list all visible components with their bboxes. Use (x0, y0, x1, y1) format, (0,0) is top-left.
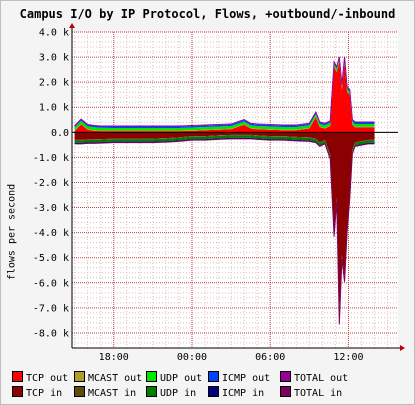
y-tick-label: 4.0 k (39, 28, 69, 39)
y-tick-label: -4.0 k (33, 228, 69, 239)
y-tick-label: -5.0 k (33, 253, 69, 264)
legend-item: MCAST out (74, 371, 142, 385)
legend-swatch (74, 386, 85, 397)
y-axis-arrow (69, 23, 75, 28)
y-tick-label: -3.0 k (33, 203, 69, 214)
legend-swatch (74, 371, 85, 382)
y-tick-label: 3.0 k (39, 53, 69, 64)
legend-label: TOTAL in (294, 388, 343, 399)
legend-label: ICMP out (222, 373, 271, 384)
legend-label: MCAST out (88, 373, 143, 384)
legend-label: TOTAL out (294, 373, 349, 384)
legend-item: UDP in (146, 386, 196, 400)
x-axis-arrow (400, 345, 405, 351)
legend-swatch (12, 386, 23, 397)
series-line-total-out (74, 56, 375, 127)
legend-item: TCP in (12, 386, 62, 400)
series-area-tcp-out (74, 62, 375, 133)
legend-swatch (146, 371, 157, 382)
y-tick-label: -2.0 k (33, 178, 69, 189)
legend-swatch (12, 371, 23, 382)
legend-item: TOTAL out (280, 371, 348, 385)
x-tick-label: 18:00 (99, 352, 129, 363)
legend: TCP out MCAST out UDP out ICMP out TOTAL out… (12, 371, 412, 401)
legend-swatch (146, 386, 157, 397)
y-tick-label: -8.0 k (33, 328, 69, 339)
legend-label: ICMP in (222, 388, 265, 399)
legend-item: ICMP out (208, 371, 270, 385)
y-tick-label: 1.0 k (39, 103, 69, 114)
x-tick-label: 12:00 (333, 352, 363, 363)
y-tick-label: -6.0 k (33, 278, 69, 289)
legend-label: UDP in (160, 388, 197, 399)
legend-item: TCP out (12, 371, 68, 385)
legend-label: TCP in (26, 388, 63, 399)
legend-label: UDP out (160, 373, 203, 384)
series-line-total-in (74, 138, 375, 325)
legend-label: MCAST in (88, 388, 137, 399)
legend-item: UDP out (146, 371, 202, 385)
legend-item: TOTAL in (280, 386, 342, 400)
y-tick-label: -7.0 k (33, 303, 69, 314)
x-tick-label: 06:00 (255, 352, 285, 363)
legend-swatch (208, 386, 219, 397)
legend-label: TCP out (26, 373, 69, 384)
legend-swatch (280, 386, 291, 397)
legend-item: MCAST in (74, 386, 136, 400)
legend-swatch (280, 371, 291, 382)
y-tick-label: -1.0 k (33, 153, 69, 164)
legend-swatch (208, 371, 219, 382)
y-tick-label: 2.0 k (39, 78, 69, 89)
chart-title: Campus I/O by IP Protocol, Flows, +outbo… (19, 7, 396, 21)
y-tick-label: 0.0 (51, 128, 69, 139)
legend-item: ICMP in (208, 386, 264, 400)
x-tick-label: 00:00 (177, 352, 207, 363)
series-area-tcp-in (74, 132, 375, 316)
